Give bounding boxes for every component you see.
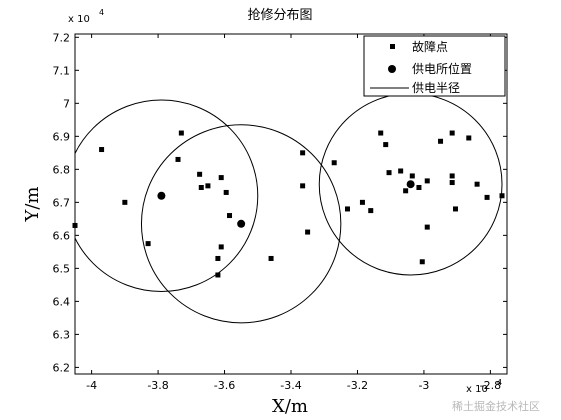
fault-point-19 [331,160,337,166]
fault-point-38 [466,135,472,141]
legend-label-radius: 供电半径 [412,81,460,95]
y-tick-label-7: 6.9 [53,130,71,143]
y-tick-label-8: 7 [63,97,70,110]
y-tick-label-5: 6.7 [53,196,71,209]
fault-point-9 [215,255,221,261]
x-axis-ticks: -4 -3.8 -3.6 -3.4 -3.2 -3 -2.8 [86,34,501,392]
legend-label-fault: 故障点 [412,39,448,54]
y-axis-ticks: 6.2 6.3 6.4 6.5 6.6 6.7 6.8 6.9 7 7.1 7.2 [53,31,507,374]
y-tick-label-1: 6.3 [53,328,71,341]
station-point-2 [406,180,415,189]
x-tick-label-4: -3.2 [347,379,368,392]
x-exponent-base: x 10 [466,384,488,395]
radius-circle-0 [75,99,259,292]
y-exponent-power: 4 [99,8,104,17]
fault-point-13 [223,189,229,195]
fault-point-37 [452,206,458,212]
legend-label-station: 供电所位置 [412,61,472,76]
fault-point-34 [449,130,455,136]
fault-point-40 [484,194,490,200]
fault-point-23 [378,130,384,136]
fault-point-20 [344,206,350,212]
y-tick-label-10: 7.2 [53,31,71,44]
fault-point-21 [359,199,365,205]
fault-point-18 [305,229,311,235]
legend-circle-marker [388,65,396,73]
radius-circle-1 [140,124,342,324]
fault-point-26 [398,168,404,174]
fault-point-30 [419,259,425,265]
legend: 故障点 供电所位置 供电半径 [363,35,506,97]
y-tick-label-0: 6.2 [53,361,71,374]
station-point-1 [237,219,246,228]
fault-point-5 [178,130,184,136]
fault-point-36 [449,180,455,186]
fault-point-35 [449,173,455,179]
fault-point-12 [218,244,224,250]
fault-point-28 [409,173,415,179]
legend-square-marker [390,44,395,49]
x-tick-label-2: -3.6 [214,379,235,392]
legend-box [363,35,506,97]
fault-point-39 [474,181,480,187]
fault-point-31 [424,224,430,230]
x-tick-label-3: -3.4 [280,379,301,392]
chart-title: 抢修分布图 [247,7,312,23]
fault-point-11 [218,175,224,181]
fault-point-6 [197,171,203,177]
fault-point-10 [215,272,221,278]
y-exponent-label: x 10 4 [68,8,104,25]
fault-points [72,130,505,278]
fault-point-3 [145,241,151,247]
fault-point-33 [438,138,444,144]
radius-circles [75,92,503,324]
x-axis-label: X/m [272,396,308,417]
fault-point-17 [300,183,306,189]
x-tick-label-5: -3 [418,379,429,392]
fault-point-4 [175,156,181,162]
fault-point-16 [300,150,306,156]
x-exponent-label: x 10 4 [466,378,502,395]
y-tick-label-2: 6.4 [53,295,71,308]
fault-point-41 [499,193,505,199]
fault-point-15 [268,255,274,261]
fault-point-24 [383,142,389,148]
x-tick-label-0: -4 [86,379,97,392]
fault-point-1 [99,147,105,153]
y-tick-label-9: 7.1 [53,64,71,77]
fault-point-25 [386,170,392,176]
fault-point-32 [424,178,430,184]
y-exponent-base: x 10 [68,14,90,25]
fault-point-2 [122,199,128,205]
y-tick-label-4: 6.6 [53,229,71,242]
x-tick-label-6: -2.8 [480,379,501,392]
x-tick-label-1: -3.8 [147,379,168,392]
station-points [157,180,415,228]
y-tick-label-6: 6.8 [53,163,71,176]
fault-point-14 [227,213,233,219]
fault-point-22 [368,208,374,214]
y-axis-label: Y/m [22,186,43,222]
fault-point-29 [416,184,422,190]
station-point-0 [157,191,166,200]
fault-point-7 [198,184,204,190]
x-exponent-power: 4 [497,378,502,387]
watermark: 稀土掘金技术社区 [452,400,540,413]
fault-point-0 [72,222,78,228]
fault-point-27 [403,188,409,194]
fault-point-8 [205,183,211,189]
y-tick-label-3: 6.5 [53,262,71,275]
